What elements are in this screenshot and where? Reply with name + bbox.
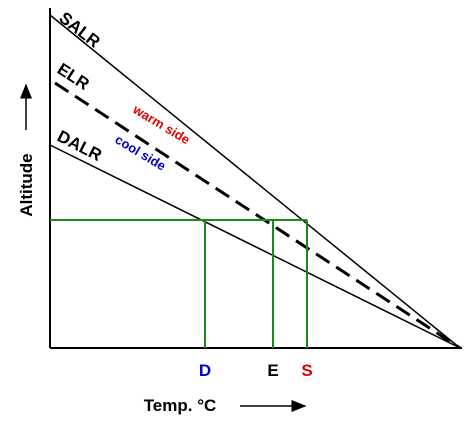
point-s: S [301,361,312,380]
point-e: E [267,361,278,380]
x-axis-title: Temp. °C [144,396,217,415]
dalr-line [49,144,461,349]
elr-line [54,81,461,350]
point-d: D [199,361,211,380]
y-axis-title: Altitude [17,153,36,216]
salr-line [49,14,461,349]
